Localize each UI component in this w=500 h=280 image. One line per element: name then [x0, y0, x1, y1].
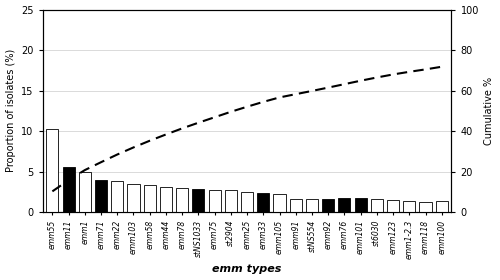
Bar — [144, 185, 156, 212]
Bar — [78, 172, 91, 212]
Y-axis label: Cumulative %: Cumulative % — [484, 77, 494, 145]
Bar — [420, 202, 432, 212]
Bar — [387, 200, 399, 212]
Bar — [128, 184, 140, 212]
Bar — [403, 202, 415, 212]
Bar — [338, 198, 350, 212]
Y-axis label: Proportion of isolates (%): Proportion of isolates (%) — [6, 49, 16, 172]
Bar — [354, 198, 366, 212]
Bar — [111, 181, 124, 212]
Bar — [160, 187, 172, 212]
Bar — [46, 129, 58, 212]
Bar — [208, 190, 220, 212]
Bar — [95, 180, 107, 212]
Bar — [322, 199, 334, 212]
Bar — [290, 199, 302, 212]
Bar — [192, 189, 204, 212]
Bar — [306, 199, 318, 212]
Bar — [436, 202, 448, 212]
Bar — [62, 167, 74, 212]
Bar — [371, 199, 383, 212]
X-axis label: emm types: emm types — [212, 264, 282, 274]
Bar — [225, 190, 237, 212]
Bar — [257, 193, 270, 212]
Bar — [176, 188, 188, 212]
Bar — [274, 194, 285, 212]
Bar — [241, 192, 253, 212]
